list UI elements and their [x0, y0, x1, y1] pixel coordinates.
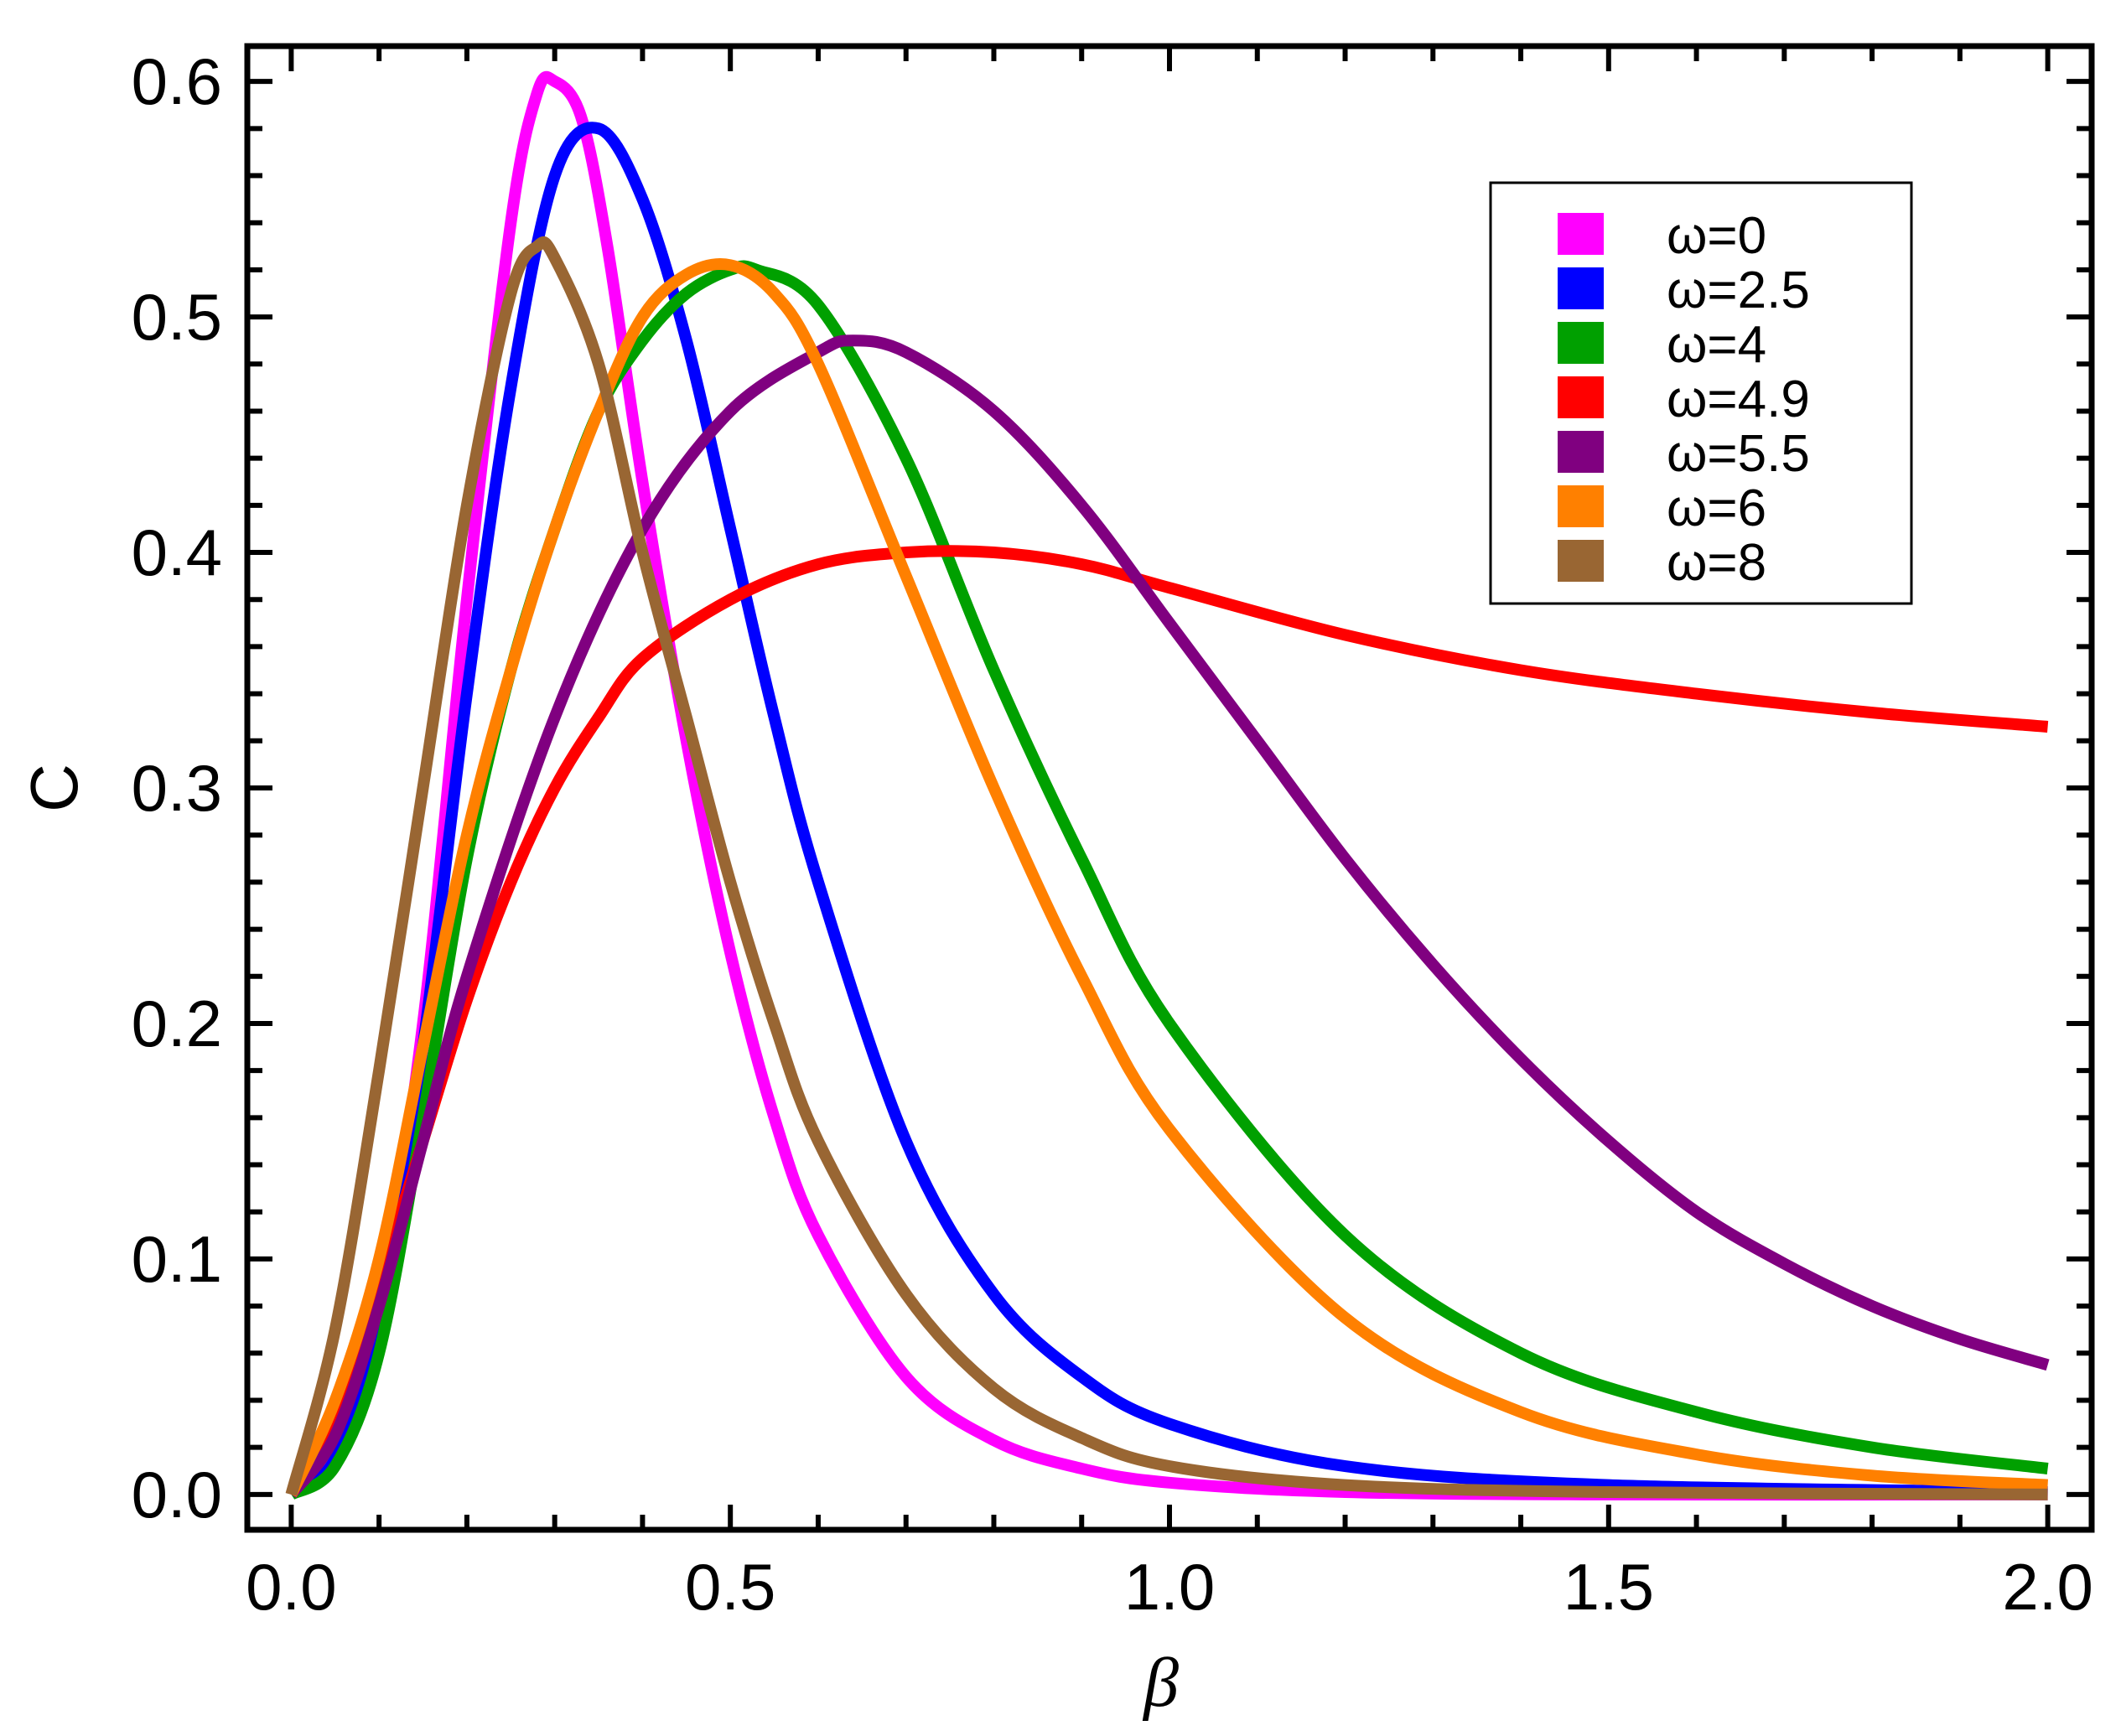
legend-label-4: ω=5.5 [1667, 425, 1810, 483]
legend-swatch-5 [1558, 485, 1604, 527]
legend-label-2: ω=4 [1667, 316, 1766, 374]
series-line-1 [287, 122, 2048, 1500]
x-tick-label: 2.0 [2002, 1550, 2092, 1624]
legend-label-6: ω=8 [1667, 534, 1766, 592]
series-line-4 [286, 334, 2050, 1499]
y-tick-label: 0.6 [132, 44, 222, 118]
y-tick-label: 0.0 [132, 1458, 222, 1531]
tick-labels-group: 0.0 0.5 1.0 1.5 2.0 0.0 0.1 0.2 0.3 0.4 0.5 0.6 [132, 44, 2093, 1624]
y-tick-label: 0.1 [132, 1222, 222, 1296]
legend-swatch-2 [1558, 322, 1604, 364]
legend-swatch-6 [1558, 540, 1604, 582]
x-tick-label: 0.0 [246, 1550, 336, 1624]
y-tick-label: 0.2 [132, 987, 222, 1060]
series-group [285, 70, 2050, 1501]
y-tick-label: 0.3 [132, 751, 222, 825]
series-line-5 [286, 258, 2048, 1497]
y-tick-label: 0.5 [132, 280, 222, 354]
legend-label-0: ω=0 [1667, 207, 1766, 265]
legend-label-1: ω=2.5 [1667, 262, 1810, 319]
series-line-2 [288, 260, 2049, 1500]
y-axis-label: C [17, 764, 91, 812]
series-line-6 [285, 236, 2048, 1500]
x-axis-label: β [1142, 1644, 1179, 1722]
legend: ω=0ω=2.5ω=4ω=4.9ω=5.5ω=6ω=8 [1489, 181, 1913, 605]
y-tick-label: 0.4 [132, 516, 222, 589]
legend-label-5: ω=6 [1667, 479, 1766, 537]
legend-label-3: ω=4.9 [1667, 371, 1810, 428]
x-tick-label: 1.5 [1564, 1550, 1654, 1624]
legend-swatch-1 [1558, 267, 1604, 309]
legend-swatch-0 [1558, 213, 1604, 255]
legend-swatch-4 [1558, 431, 1604, 473]
x-tick-label: 1.0 [1124, 1550, 1215, 1624]
legend-swatch-3 [1558, 376, 1604, 418]
ticks-group [247, 46, 2092, 1530]
x-tick-label: 0.5 [685, 1550, 775, 1624]
